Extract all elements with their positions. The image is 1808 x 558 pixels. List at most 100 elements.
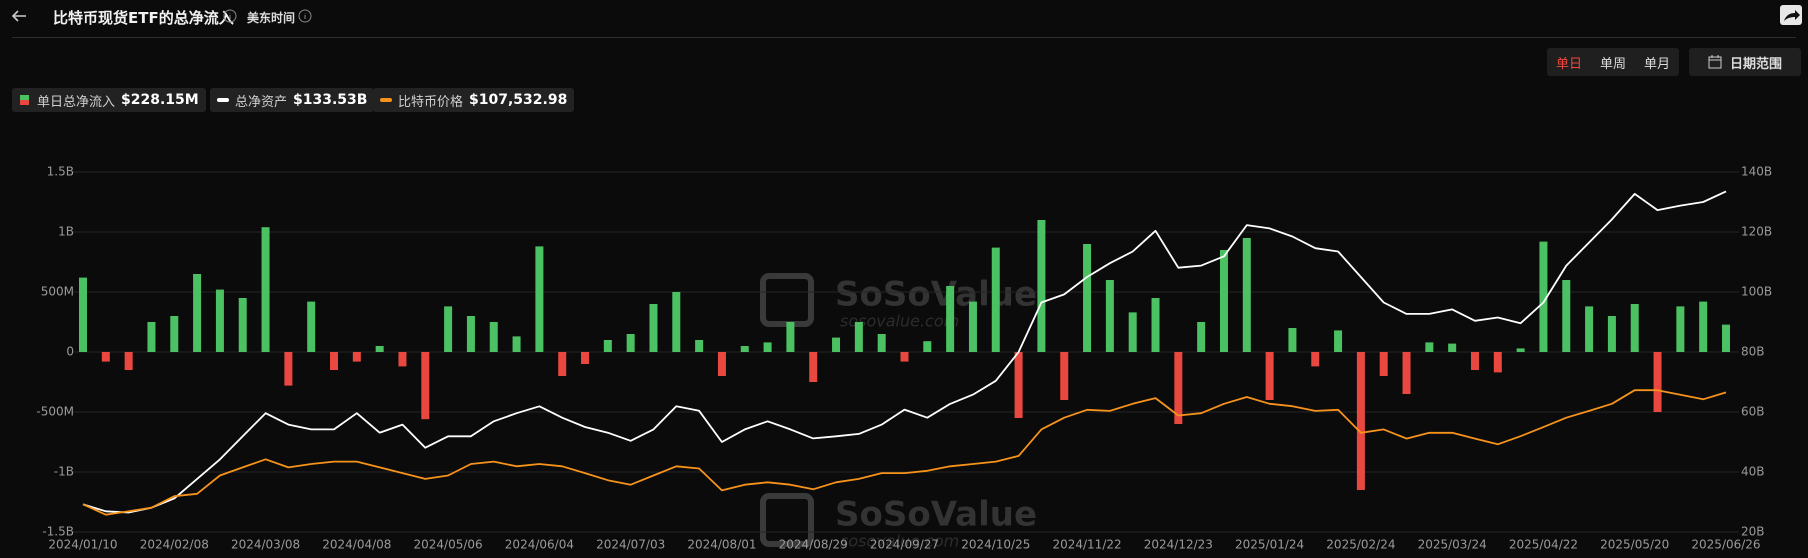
back-icon[interactable] <box>10 8 28 24</box>
bar <box>968 301 977 352</box>
bar <box>101 352 110 362</box>
bar <box>603 340 612 352</box>
swatch-line <box>217 98 229 102</box>
share-icon[interactable] <box>1779 4 1803 26</box>
bar <box>238 298 247 352</box>
y-tick-label: 500M <box>41 285 74 299</box>
bar <box>535 246 544 352</box>
legend-item[interactable]: 比特币价格 $107,532.98 <box>373 88 575 112</box>
watermark-logo <box>760 493 814 547</box>
legend-item[interactable]: 单日总净流入 $228.15M <box>12 88 206 112</box>
y-tick-label: 1B <box>58 225 74 239</box>
bar <box>1037 220 1046 352</box>
period-option[interactable]: 单周 <box>1599 56 1626 72</box>
period-option[interactable]: 单日 <box>1555 56 1582 72</box>
x-tick-label: 2025/03/24 <box>1418 538 1487 552</box>
swatch-line <box>380 98 392 102</box>
bar <box>1630 304 1639 352</box>
bar <box>1105 280 1114 352</box>
bar <box>809 352 818 382</box>
x-tick-label: 2025/06/26 <box>1691 538 1760 552</box>
bar <box>1219 250 1228 352</box>
page-title: 比特币现货ETF的总净流入 <box>53 9 234 27</box>
y-tick-label: 1.5B <box>47 165 74 179</box>
bar <box>672 292 681 352</box>
bar <box>398 352 407 367</box>
bar <box>1562 280 1571 352</box>
bar <box>923 341 932 352</box>
bar <box>717 352 726 376</box>
bar <box>1722 324 1730 352</box>
y2-tick-label: 80B <box>1741 345 1765 359</box>
bar <box>1242 238 1251 352</box>
bar <box>330 352 339 370</box>
y2-tick-label: 100B <box>1741 285 1772 299</box>
swatch-neg <box>20 100 29 105</box>
y-tick-label: -1.5B <box>42 525 74 539</box>
bar <box>1083 244 1092 352</box>
bar <box>1676 306 1685 352</box>
bar <box>946 286 955 352</box>
watermark-logo <box>760 273 814 327</box>
divider <box>12 37 1796 38</box>
bar <box>284 352 293 386</box>
bar <box>147 322 156 352</box>
bar <box>1607 316 1616 352</box>
legend-swatch <box>217 98 229 102</box>
bar <box>877 334 886 352</box>
bar <box>1539 241 1548 352</box>
bar <box>1493 352 1502 373</box>
y-tick-label: -1B <box>54 465 74 479</box>
legend-swatch <box>380 98 392 102</box>
legend-item[interactable]: 总净资产 $133.53B <box>210 88 375 112</box>
info-icon[interactable] <box>297 8 313 24</box>
bar <box>1379 352 1388 376</box>
bar <box>124 352 133 370</box>
bar <box>1653 352 1662 412</box>
legend-value: $133.53B <box>293 92 368 108</box>
x-tick-label: 2024/01/10 <box>48 538 117 552</box>
x-tick-label: 2024/05/06 <box>414 538 483 552</box>
bar <box>832 337 841 352</box>
bar <box>1151 298 1160 352</box>
y-tick-label: -500M <box>36 405 74 419</box>
watermark-url: sosovalue.com <box>840 312 959 331</box>
bar <box>512 336 521 352</box>
line <box>82 190 1727 514</box>
swatch-pos <box>20 95 29 100</box>
x-tick-label: 2024/02/08 <box>140 538 209 552</box>
bar <box>193 274 202 352</box>
bar <box>1402 352 1411 394</box>
bar <box>1288 328 1297 352</box>
bar <box>261 227 270 352</box>
x-tick-label: 2024/09/27 <box>870 538 939 552</box>
x-tick-label: 2025/02/24 <box>1326 538 1395 552</box>
watermark: SoSoValue <box>835 275 1037 315</box>
bar <box>307 301 316 352</box>
x-tick-label: 2024/08/29 <box>779 538 848 552</box>
period-option[interactable]: 单月 <box>1643 56 1670 72</box>
x-tick-label: 2025/04/22 <box>1509 538 1578 552</box>
bar <box>1197 322 1206 352</box>
y2-tick-label: 40B <box>1741 465 1765 479</box>
info-icon[interactable] <box>222 8 238 24</box>
bar <box>1425 342 1434 352</box>
bar <box>695 340 704 352</box>
bar <box>79 277 87 352</box>
bar <box>1448 343 1457 352</box>
y2-tick-label: 60B <box>1741 405 1765 419</box>
date-range-button[interactable]: 日期范围 <box>1689 48 1801 76</box>
x-tick-label: 2024/06/04 <box>505 538 574 552</box>
bar <box>421 352 430 420</box>
x-tick-label: 2024/12/23 <box>1144 538 1213 552</box>
y-tick-label: 0 <box>66 345 74 359</box>
bar <box>1060 352 1069 400</box>
x-tick-label: 2024/04/08 <box>322 538 391 552</box>
x-tick-label: 2024/03/08 <box>231 538 300 552</box>
bar <box>740 346 749 352</box>
bar <box>763 342 772 352</box>
legend-value: $228.15M <box>121 92 199 108</box>
bar <box>170 316 179 352</box>
